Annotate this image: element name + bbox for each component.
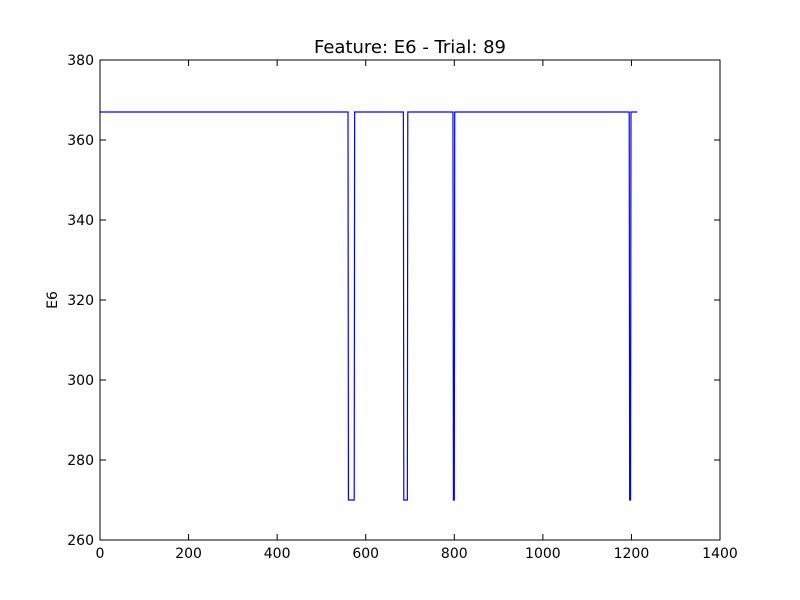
chart-title: Feature: E6 - Trial: 89 [314,37,506,58]
plot-frame [99,59,721,541]
y-tick-label: 260 [67,533,94,549]
series-line-e6 [100,111,638,501]
plot-area [100,111,638,501]
y-tick-label: 380 [67,53,94,69]
x-tick-label: 200 [175,546,202,562]
y-tick-label: 340 [67,213,94,229]
tick-labels: 0 200 400 600 800 1000 1200 1400 260 280 300 320 340… [67,53,738,562]
y-tick-label: 300 [67,373,94,389]
y-tick-label: 280 [67,453,94,469]
x-tick-label: 0 [96,546,105,562]
x-tick-label: 1200 [614,546,650,562]
x-tick-label: 600 [352,546,379,562]
x-tick-label: 800 [441,546,468,562]
x-tick-label: 1000 [525,546,561,562]
y-axis-label: E6 [45,291,61,309]
x-tick-label: 1400 [702,546,738,562]
y-tick-label: 320 [67,293,94,309]
x-tick-label: 400 [264,546,291,562]
y-tick-label: 360 [67,133,94,149]
